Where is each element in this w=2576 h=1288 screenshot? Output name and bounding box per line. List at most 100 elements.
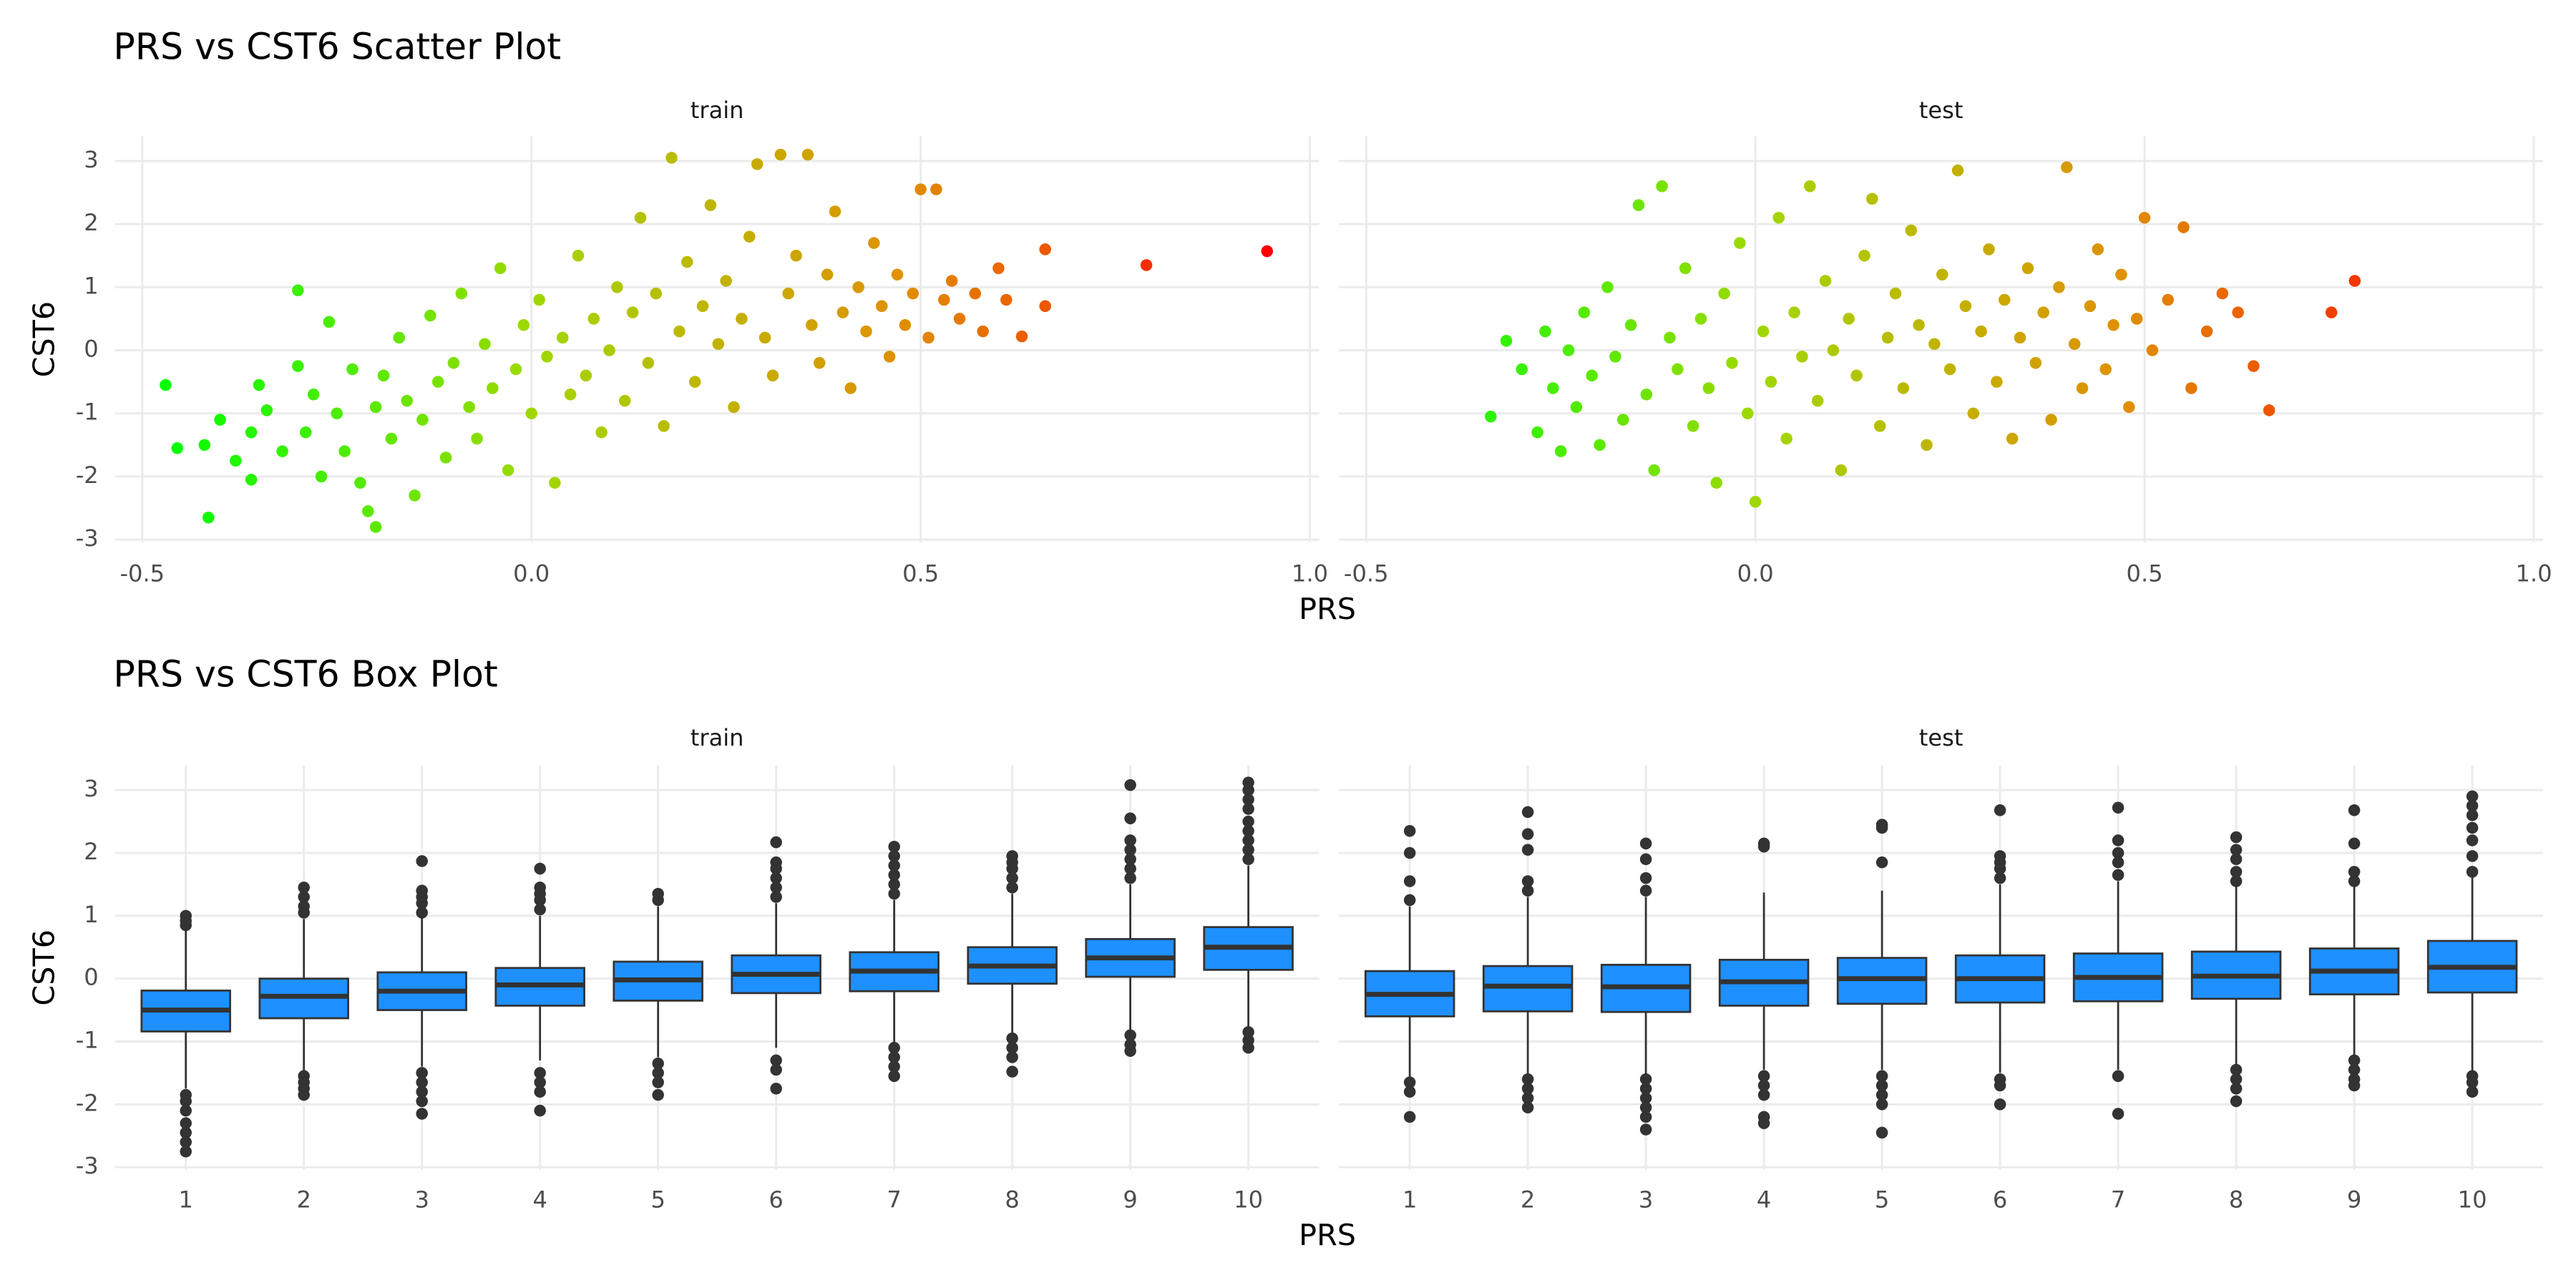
point [1936,268,1948,280]
outlier [1639,837,1652,850]
x-tick-label: 10 [1234,1186,1263,1213]
point [2263,404,2275,416]
outlier [180,1095,192,1108]
point [2325,306,2338,318]
point [1788,306,1800,318]
outlier [416,855,428,867]
point [171,441,184,454]
outlier [534,903,546,916]
point [517,318,530,331]
outlier [2230,1063,2243,1076]
outlier [1403,1085,1416,1098]
point [1819,275,1832,287]
point [1796,351,1808,363]
point [914,183,927,195]
point [618,394,631,407]
point [1718,287,1730,300]
outlier [1994,872,2006,884]
point [502,464,514,477]
outlier [2348,804,2361,816]
point [860,325,872,338]
point [580,369,592,382]
outlier [1875,1088,1888,1101]
point [245,426,258,439]
point [774,148,787,161]
outlier [2230,875,2243,887]
x-tick-label: 1 [178,1186,192,1213]
outlier [1875,1070,1888,1083]
point [2014,331,2026,344]
point [2216,287,2229,300]
point [525,407,537,420]
point [844,382,857,394]
point [214,414,226,426]
x-axis-title: PRS [1299,592,1356,626]
point [431,376,444,388]
point [1951,164,1964,177]
outlier [888,850,900,862]
outlier [652,1076,664,1088]
point [447,356,460,369]
outlier [180,909,192,922]
point [1866,192,1878,205]
point [868,237,880,249]
point [806,318,818,331]
x-tick-label: 6 [769,1186,783,1213]
point [1632,199,1645,211]
point [1531,426,1543,439]
x-tick-label: 3 [414,1186,429,1213]
outlier [1242,776,1254,789]
point [533,293,545,306]
outlier [770,872,782,884]
x-tick-label: 2 [296,1186,311,1213]
outlier [1757,1088,1770,1101]
point [2037,306,2049,318]
outlier [416,1076,428,1088]
outlier [1124,853,1136,866]
outlier [1521,844,1534,856]
y-tick-label: 3 [84,775,98,802]
point [292,284,304,297]
point [899,318,912,331]
point [479,338,491,350]
point [1780,432,1792,445]
outlier [2112,801,2124,814]
point [160,379,172,391]
point [1742,407,1754,420]
outlier [2348,866,2361,878]
outlier [180,1145,192,1158]
point [1694,313,1707,325]
point [1039,243,1051,255]
point [494,262,507,275]
outlier [1994,1079,2006,1092]
point [930,183,942,195]
x-tick-label: 0.5 [2127,560,2163,587]
outlier [2348,1063,2361,1076]
x-tick-label: 8 [1005,1186,1019,1213]
outlier [1242,815,1254,828]
outlier [770,891,782,903]
outlier [298,900,310,912]
point [315,470,328,483]
outlier [1875,1079,1888,1092]
x-tick-label: 7 [887,1186,901,1213]
y-tick-label: -3 [76,525,99,552]
point [751,158,763,170]
box [1482,965,1574,1013]
outlier [534,862,546,875]
outlier [2348,1054,2361,1067]
point [416,414,429,426]
point [1640,389,1653,401]
point [1672,363,1684,376]
outlier [770,1083,782,1095]
x-tick-label: 0.5 [902,560,939,587]
point [1928,338,1941,350]
outlier [1242,1042,1254,1054]
outlier [1994,1098,2006,1111]
outlier [1006,1065,1018,1078]
x-tick-label: 10 [2458,1186,2487,1213]
point [1000,293,1013,306]
point [1975,325,1987,338]
outlier [1242,824,1254,837]
point [2123,401,2135,414]
